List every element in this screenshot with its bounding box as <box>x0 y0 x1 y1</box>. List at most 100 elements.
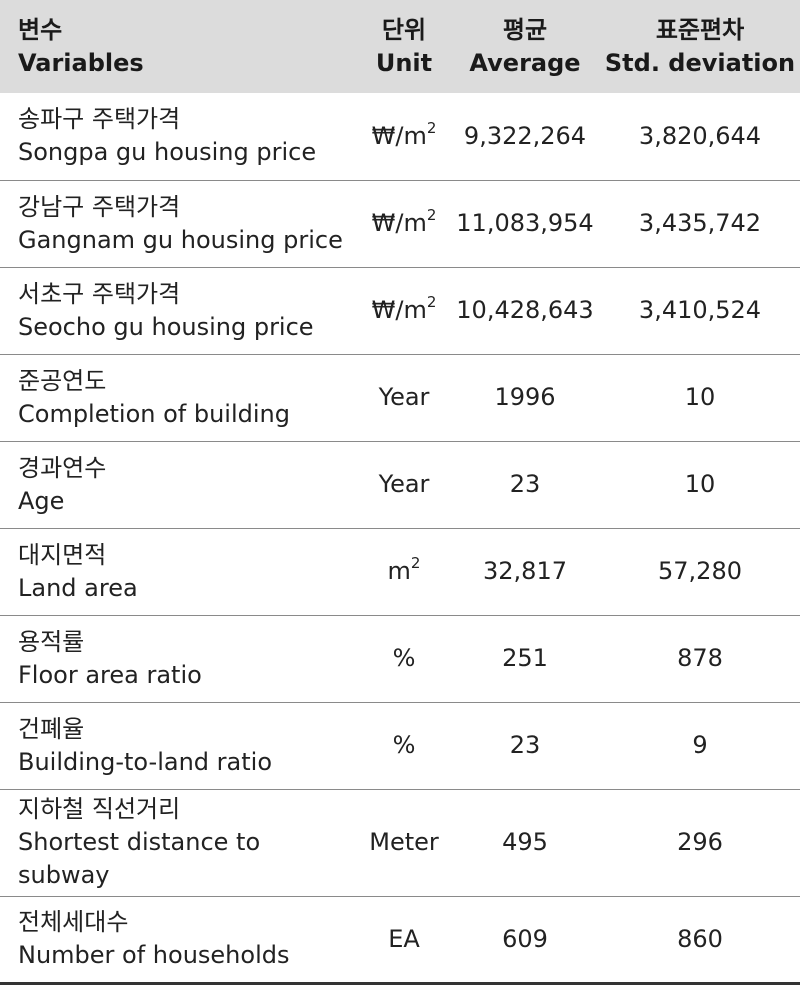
std-cell: 57,280 <box>658 557 742 585</box>
table-row: 서초구 주택가격 Seocho gu housing price ₩/m2 10,42… <box>0 267 800 354</box>
unit-text: ₩/m <box>371 121 427 150</box>
variable-cell: 송파구 주택가격 Songpa gu housing price <box>0 93 358 180</box>
average-cell: 32,817 <box>483 557 567 585</box>
header-variables-kr: 변수 <box>18 15 63 44</box>
unit-text: Year <box>378 383 430 411</box>
average-cell: 251 <box>502 644 548 672</box>
average-cell: 23 <box>509 731 541 759</box>
table-row: 준공연도 Completion of building Year 1996 10 <box>0 354 800 441</box>
header-unit-kr: 단위 <box>381 15 427 44</box>
unit-text: % <box>392 731 416 759</box>
unit-cell: Meter <box>358 789 450 896</box>
table-body: 송파구 주택가격 Songpa gu housing price ₩/m2 9,322… <box>0 93 800 983</box>
average-cell: 10,428,643 <box>456 296 594 324</box>
average-cell: 23 <box>509 470 541 498</box>
std-cell: 10 <box>684 383 716 411</box>
std-cell: 3,820,644 <box>638 121 762 150</box>
variable-cell: 용적률 Floor area ratio <box>0 615 358 702</box>
unit-superscript: 2 <box>426 118 437 137</box>
std-cell: 9 <box>692 731 708 759</box>
table-row: 강남구 주택가격 Gangnam gu housing price ₩/m2 11,0… <box>0 180 800 267</box>
table-header: 변수 Variables 단위 Unit 평균 Average 표준편차 Std… <box>0 0 800 93</box>
table-row: 전체세대수 Number of households EA 609 860 <box>0 896 800 983</box>
unit-text: % <box>392 644 416 672</box>
unit-text: m <box>387 557 411 585</box>
std-cell: 3,410,524 <box>638 296 762 324</box>
variable-cell: 전체세대수 Number of households <box>0 896 358 983</box>
unit-cell: m2 <box>358 528 450 615</box>
table-row: 경과연수 Age Year 23 10 <box>0 441 800 528</box>
unit-text: ₩/m <box>371 209 427 237</box>
unit-text: ₩/m <box>371 296 427 324</box>
unit-cell: ₩/m2 <box>358 93 450 180</box>
variable-name-kr: 용적률 <box>18 627 85 656</box>
variable-cell: 준공연도 Completion of building <box>0 354 358 441</box>
header-variables: 변수 Variables <box>0 0 358 93</box>
std-cell: 10 <box>684 470 716 498</box>
header-average: 평균 Average <box>450 0 600 93</box>
variable-name-kr: 지하철 직선거리 <box>18 795 181 823</box>
unit-cell: ₩/m2 <box>358 180 450 267</box>
header-average-en: Average <box>469 48 581 77</box>
variable-name-kr: 전체세대수 <box>18 908 129 936</box>
std-cell: 878 <box>677 644 723 672</box>
header-average-kr: 평균 <box>502 15 548 44</box>
variable-name-en: Gangnam gu housing price <box>18 225 343 254</box>
variable-name-kr: 강남구 주택가격 <box>18 192 181 221</box>
variable-name-en: Building-to-land ratio <box>18 747 273 776</box>
unit-superscript: 2 <box>426 206 437 224</box>
variable-cell: 서초구 주택가격 Seocho gu housing price <box>0 267 358 354</box>
variable-name-kr: 경과연수 <box>18 453 107 482</box>
variable-name-en: Songpa gu housing price <box>18 138 317 167</box>
table-row: 송파구 주택가격 Songpa gu housing price ₩/m2 9,322… <box>0 93 800 180</box>
header-unit-en: Unit <box>375 48 433 77</box>
variable-cell: 대지면적 Land area <box>0 528 358 615</box>
variable-name-en: Land area <box>18 573 138 602</box>
header-row: 변수 Variables 단위 Unit 평균 Average 표준편차 Std… <box>0 0 800 93</box>
header-std-en: Std. deviation <box>604 48 796 77</box>
average-cell: 609 <box>502 924 548 953</box>
header-std-kr: 표준편차 <box>655 15 745 44</box>
variable-cell: 경과연수 Age <box>0 441 358 528</box>
std-cell: 3,435,742 <box>638 209 762 237</box>
unit-text: Year <box>378 470 430 498</box>
variable-name-kr: 서초구 주택가격 <box>18 279 181 308</box>
average-cell: 11,083,954 <box>456 209 594 237</box>
unit-cell: ₩/m2 <box>358 267 450 354</box>
variable-cell: 강남구 주택가격 Gangnam gu housing price <box>0 180 358 267</box>
unit-superscript: 2 <box>426 293 437 311</box>
header-variables-en: Variables <box>18 48 144 77</box>
variable-name-en: Age <box>18 486 65 515</box>
variable-cell: 건폐율 Building-to-land ratio <box>0 702 358 789</box>
table-row: 용적률 Floor area ratio% 251 878 <box>0 615 800 702</box>
header-std: 표준편차 Std. deviation <box>600 0 800 93</box>
unit-text: EA <box>388 924 420 953</box>
variable-name-kr: 건폐율 <box>18 714 85 743</box>
average-cell: 1996 <box>494 383 556 411</box>
table-row: 대지면적 Land area m2 32,817 57,280 <box>0 528 800 615</box>
variable-name-en: Seocho gu housing price <box>18 312 314 341</box>
average-cell: 495 <box>502 828 548 856</box>
table-row: 건폐율 Building-to-land ratio% 23 9 <box>0 702 800 789</box>
variable-name-en: Shortest distance to <box>18 828 261 856</box>
unit-cell: Year <box>358 354 450 441</box>
average-cell: 9,322,264 <box>463 121 587 150</box>
variable-name-en: Number of households <box>18 941 290 969</box>
header-unit: 단위 Unit <box>358 0 450 93</box>
unit-cell: EA <box>358 896 450 983</box>
unit-cell: % <box>358 615 450 702</box>
variable-name-en-line2: subway <box>18 861 110 889</box>
unit-text: Meter <box>369 828 439 856</box>
table-row: 지하철 직선거리 Shortest distance to subway Meter 4… <box>0 789 800 896</box>
variable-name-kr: 준공연도 <box>18 366 107 395</box>
variable-name-en: Completion of building <box>18 399 290 428</box>
unit-cell: % <box>358 702 450 789</box>
unit-superscript: 2 <box>410 554 421 572</box>
variable-name-kr: 송파구 주택가격 <box>18 105 181 134</box>
variable-cell: 지하철 직선거리 Shortest distance to subway <box>0 789 358 896</box>
unit-cell: Year <box>358 441 450 528</box>
std-cell: 860 <box>677 924 723 953</box>
variable-name-kr: 대지면적 <box>18 540 107 569</box>
variable-name-en: Floor area ratio <box>18 660 202 689</box>
